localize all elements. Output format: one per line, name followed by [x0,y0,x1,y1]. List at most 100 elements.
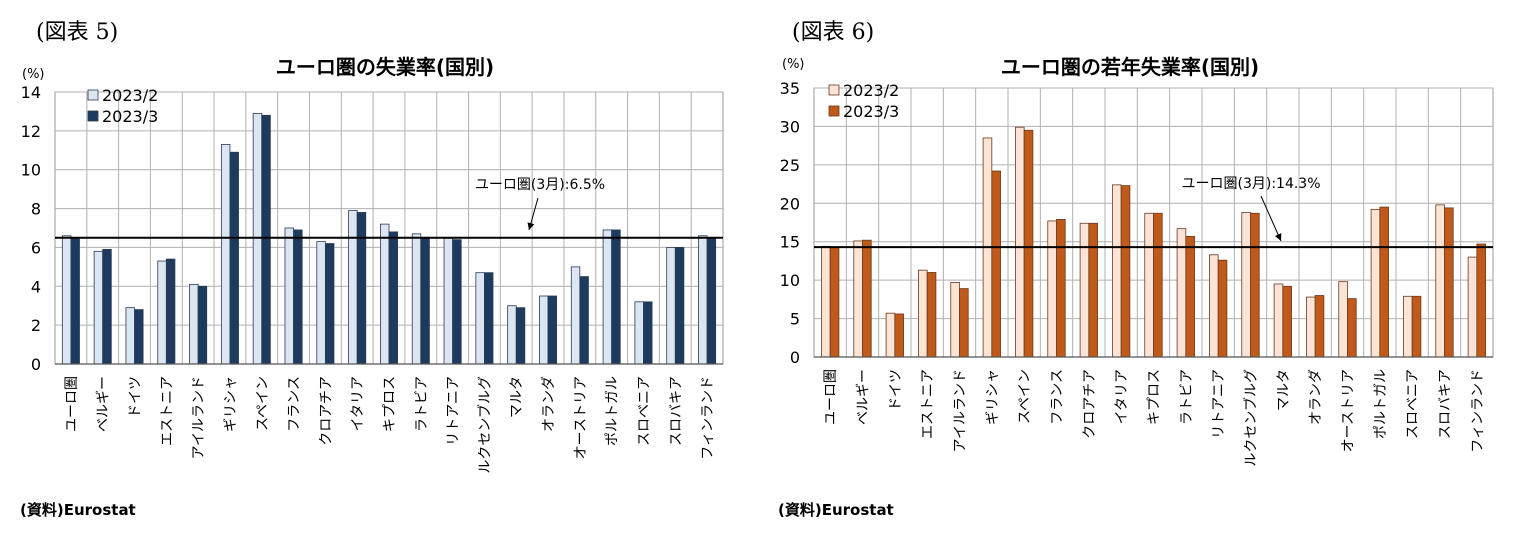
bar-2023-3 [1411,295,1422,358]
bar-2023-2 [1015,126,1025,358]
bar-2023-2 [61,235,72,365]
x-tick-label: ラトビア [414,376,430,432]
chart-panel-youth-unemployment: (図表 6) ユーロ圏の若年失業率(国別) (%) 0 5 10 15 20 25 30 35 ユー… [756,0,1513,540]
bar-2023-2 [316,241,326,365]
bar-2023-3 [102,248,112,365]
x-tick-label: エストニア [159,376,175,446]
y-tick-label: 5 [790,310,800,329]
x-tick-label: ユーロ圏 [64,376,80,432]
bar-2023-2 [1079,222,1090,358]
y-tick-label: 2 [31,316,41,335]
y-tick-label: 30 [780,117,800,136]
x-tick-label: ドイツ [888,369,904,411]
bar-2023-2 [380,223,390,365]
bar-2023-2 [1112,184,1122,358]
bar-2023-3 [165,258,176,365]
x-tick-label: ユーロ圏 [823,369,839,425]
youth-unemployment-bar-chart: ユーロ圏の若年失業率(国別) (%) 0 5 10 15 20 25 30 35 ユーロ圏 ベルギード… [780,55,1494,467]
bar-2023-3 [547,295,558,365]
bar-2023-2 [157,260,167,365]
bar-2023-3 [1056,219,1066,358]
legend-swatch [828,84,840,96]
bar-2023-2 [1273,283,1284,358]
y-tick-label: 15 [780,233,800,252]
bar-2023-2 [885,312,896,358]
x-tick-label: スロベニア [1405,369,1421,439]
bar-2023-2 [666,247,676,365]
bar-2023-2 [507,305,517,365]
figure-label: (図表 5) [36,20,119,45]
x-tick-label: フランス [287,376,303,432]
bar-2023-2 [853,240,863,358]
x-tick-label: ギリシャ [223,376,239,432]
x-tick-label: オランダ [1308,369,1324,425]
bar-2023-3 [484,272,494,365]
x-tick-label: ベルギー [96,376,112,432]
bar-2023-2 [1144,212,1154,358]
bar-2023-2 [1370,209,1381,358]
x-tick-label: マルタ [1276,369,1292,411]
bar-2023-2 [475,272,485,365]
x-tick-label: イタリア [1114,369,1130,424]
x-tick-label: アイルランド [191,376,207,459]
x-tick-label: オランダ [541,376,557,432]
x-tick-label: スペイン [1017,369,1033,424]
y-tick-label: 6 [31,238,41,257]
legend-label: 2023/3 [102,107,158,126]
legend-label: 2023/2 [843,81,899,100]
bar-2023-2 [1209,254,1219,358]
y-tick-label: 10 [780,271,800,290]
x-tick-label: フランス [1050,369,1066,425]
bar-2023-3 [356,212,367,365]
bar-2023-2 [950,282,960,358]
bar-2023-2 [348,210,358,365]
bar-2023-3 [293,229,303,365]
x-tick-label: フィンランド [700,376,716,460]
bar-2023-2 [1241,212,1251,358]
bar-2023-3 [515,307,526,365]
y-tick-label: 0 [31,355,41,374]
x-tick-label: ベルギー [856,369,872,425]
bar-2023-2 [443,237,454,365]
x-tick-label: アイルランド [953,369,969,452]
x-tick-label: リトアニア [1211,369,1227,439]
bar-2023-3 [1347,298,1357,358]
bar-2023-3 [70,237,80,365]
x-tick-label: フィンランド [1470,369,1486,453]
bar-2023-3 [229,151,239,365]
bar-2023-3 [579,276,589,365]
bar-2023-3 [1185,235,1195,358]
chart-panel-unemployment: (図表 5) ユーロ圏の失業率(国別) (%) 0 2 4 6 8 10 12 14 ユーロ圏 ベルギ… [0,0,756,540]
source-note: (資料)Eurostat [20,501,136,519]
bar-2023-2 [1306,296,1316,358]
bar-2023-2 [1047,220,1057,358]
x-tick-label: ポルトガル [1373,369,1389,439]
x-tick-label: イタリア [350,376,366,431]
x-tick-label: スロバキア [1438,369,1454,439]
bar-2023-3 [1476,243,1486,358]
bar-2023-2 [411,233,422,365]
bar-2023-2 [821,245,831,358]
bar-2023-2 [284,227,294,365]
bar-2023-3 [134,309,144,365]
figure-label: (図表 6) [792,20,875,45]
bar-2023-3 [926,272,937,358]
legend-swatch [87,110,99,122]
x-tick-label: オーストリア [1341,369,1357,452]
bar-2023-3 [674,247,685,365]
x-tick-label: スロバキア [668,376,684,446]
bar-2023-2 [1435,204,1445,358]
y-tick-label: 14 [21,83,41,102]
annotation-arrowhead [1274,233,1282,241]
bar-2023-3 [324,243,335,365]
y-tick-label: 10 [21,161,41,180]
y-axis-label: (%) [22,67,45,82]
reference-line-label: ユーロ圏(3月):14.3% [1181,176,1320,192]
x-tick-label: スペイン [255,376,271,431]
bar-2023-3 [991,170,1001,358]
y-tick-label: 35 [780,79,800,98]
x-tick-label: ギリシャ [985,369,1001,425]
x-tick-label: スロベニア [636,376,652,446]
legend-label: 2023/3 [843,102,899,121]
bar-2023-3 [643,301,653,365]
